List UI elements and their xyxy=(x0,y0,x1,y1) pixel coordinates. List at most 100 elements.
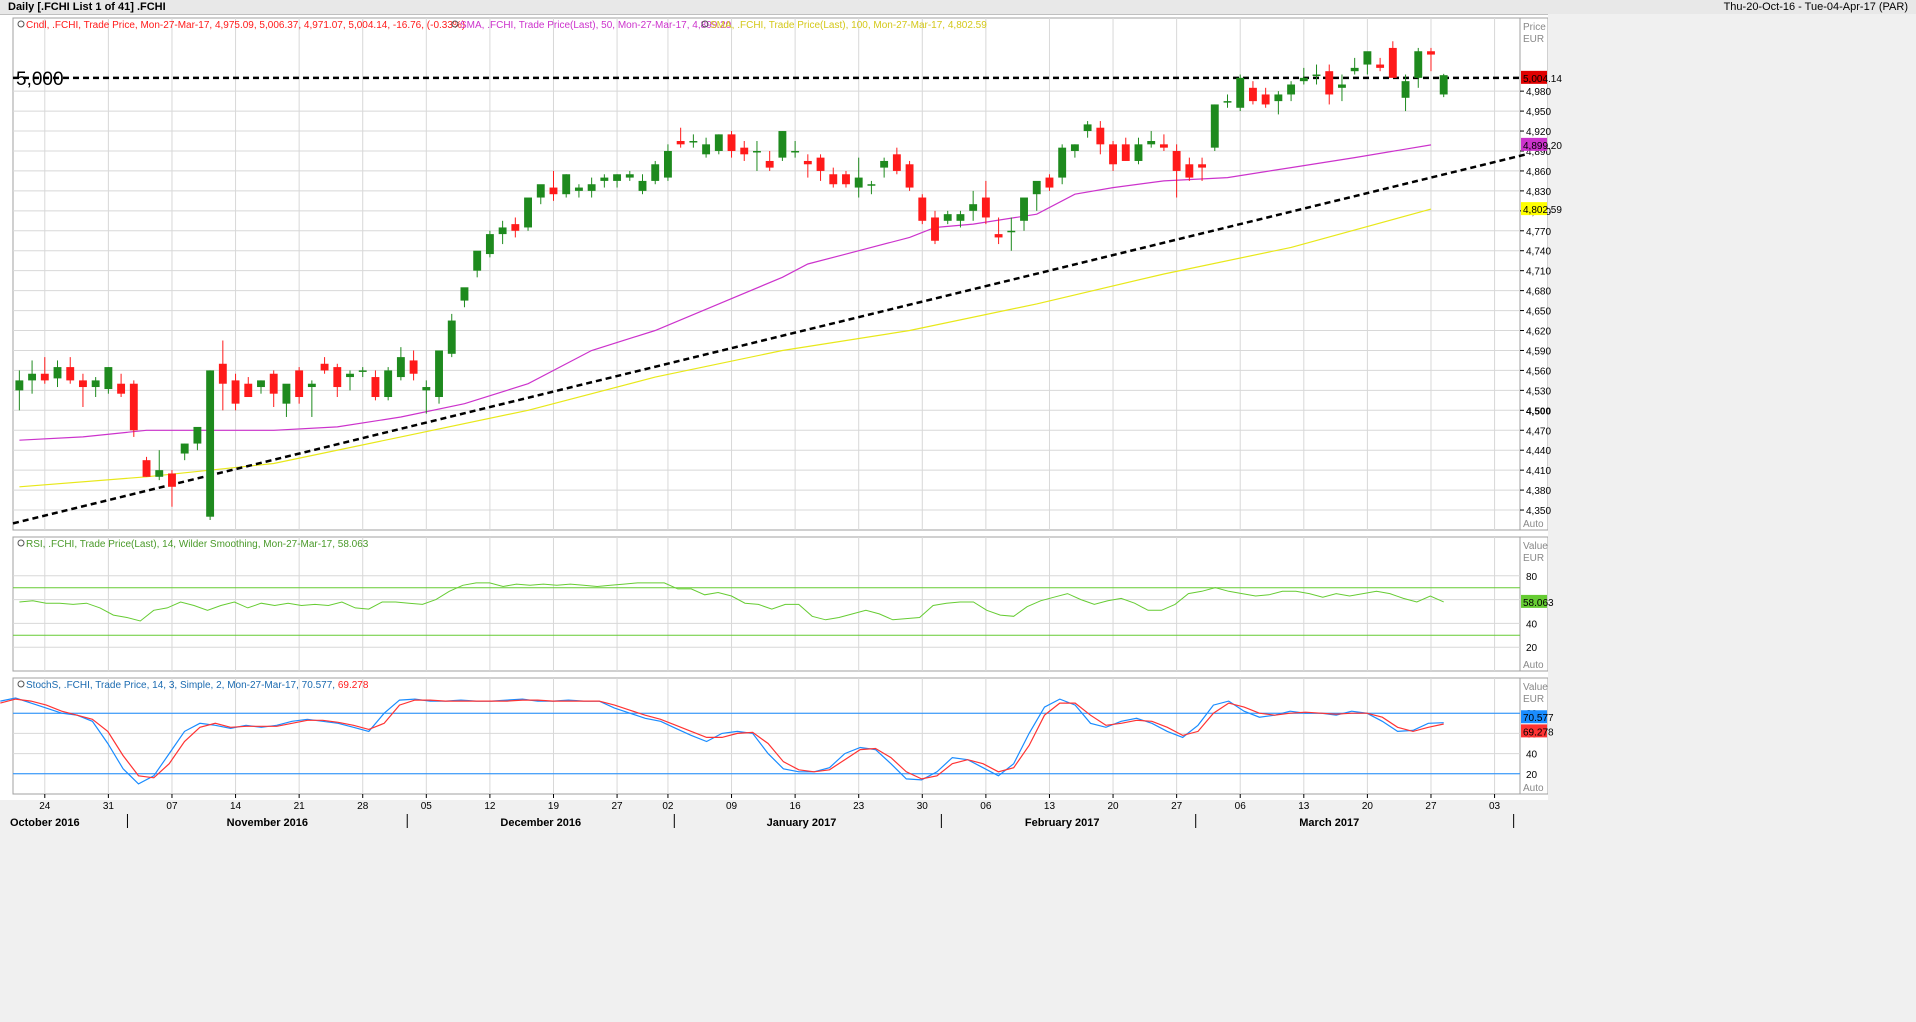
candle-body[interactable] xyxy=(994,234,1003,238)
candle-body[interactable] xyxy=(714,134,723,151)
candle-body[interactable] xyxy=(956,214,965,221)
candle-body[interactable] xyxy=(307,383,316,388)
candle-body[interactable] xyxy=(651,164,660,181)
candle-body[interactable] xyxy=(613,174,622,181)
candle-body[interactable] xyxy=(676,141,685,145)
candle-body[interactable] xyxy=(1350,67,1359,72)
candle-body[interactable] xyxy=(663,150,672,178)
candle-body[interactable] xyxy=(727,134,736,151)
candle-body[interactable] xyxy=(740,147,749,155)
candle-body[interactable] xyxy=(867,184,876,186)
candle-body[interactable] xyxy=(15,380,24,391)
candle-body[interactable] xyxy=(1439,75,1448,95)
candle-body[interactable] xyxy=(28,373,37,381)
candle-body[interactable] xyxy=(625,174,634,178)
candle-body[interactable] xyxy=(129,383,138,431)
candle-body[interactable] xyxy=(1299,77,1308,82)
candle-body[interactable] xyxy=(524,197,532,228)
candle-body[interactable] xyxy=(842,174,850,185)
candle-body[interactable] xyxy=(447,320,456,354)
candle-body[interactable] xyxy=(498,227,507,235)
candle-body[interactable] xyxy=(104,367,113,390)
candle-body[interactable] xyxy=(1007,230,1016,233)
candle-body[interactable] xyxy=(1045,177,1054,188)
candle-body[interactable] xyxy=(193,426,202,444)
candle-body[interactable] xyxy=(689,141,698,143)
candle-body[interactable] xyxy=(1058,147,1067,178)
candle-body[interactable] xyxy=(803,160,812,165)
candle-body[interactable] xyxy=(1096,127,1105,145)
candle-body[interactable] xyxy=(892,154,901,171)
candle-body[interactable] xyxy=(53,367,62,379)
candle-body[interactable] xyxy=(1121,144,1130,161)
candle-body[interactable] xyxy=(422,387,431,391)
candle-body[interactable] xyxy=(778,131,787,158)
candle-body[interactable] xyxy=(702,144,711,155)
candle-body[interactable] xyxy=(918,197,927,221)
candle-body[interactable] xyxy=(1159,144,1168,148)
candle-body[interactable] xyxy=(536,184,545,198)
candle-body[interactable] xyxy=(1032,180,1041,195)
candle-body[interactable] xyxy=(485,234,494,255)
candle-body[interactable] xyxy=(66,367,75,381)
candle-body[interactable] xyxy=(409,360,418,374)
candle-body[interactable] xyxy=(1274,94,1283,102)
candle-body[interactable] xyxy=(1134,144,1143,161)
candle-body[interactable] xyxy=(1172,150,1181,171)
candle-body[interactable] xyxy=(1401,81,1410,98)
candle-body[interactable] xyxy=(1414,51,1423,78)
candle-body[interactable] xyxy=(562,174,571,195)
candle-body[interactable] xyxy=(358,370,367,372)
candle-body[interactable] xyxy=(295,370,304,398)
candle-body[interactable] xyxy=(1070,144,1079,151)
candle-body[interactable] xyxy=(943,214,952,221)
candle-body[interactable] xyxy=(765,160,774,168)
candle-body[interactable] xyxy=(638,180,647,191)
candle-body[interactable] xyxy=(1287,84,1296,95)
candle-body[interactable] xyxy=(320,363,329,371)
candle-body[interactable] xyxy=(396,357,405,378)
candle-body[interactable] xyxy=(1020,197,1028,221)
candle-body[interactable] xyxy=(1388,47,1397,78)
candle-body[interactable] xyxy=(473,250,482,271)
candle-body[interactable] xyxy=(1147,141,1156,145)
candle-body[interactable] xyxy=(1198,164,1207,168)
candle-body[interactable] xyxy=(168,473,176,487)
candle-body[interactable] xyxy=(791,150,800,153)
candle-body[interactable] xyxy=(549,187,558,195)
candle-body[interactable] xyxy=(1185,164,1194,178)
candle-body[interactable] xyxy=(40,373,49,381)
candle-body[interactable] xyxy=(1083,124,1092,132)
candle-body[interactable] xyxy=(384,370,393,398)
candle-body[interactable] xyxy=(931,217,939,241)
candle-body[interactable] xyxy=(117,383,126,394)
candle-body[interactable] xyxy=(1248,87,1257,102)
candle-body[interactable] xyxy=(511,224,520,231)
candle-body[interactable] xyxy=(1109,144,1117,165)
candle-body[interactable] xyxy=(269,373,278,394)
candle-body[interactable] xyxy=(1312,74,1321,77)
candle-body[interactable] xyxy=(969,204,978,211)
candle-body[interactable] xyxy=(1338,84,1346,88)
candle-body[interactable] xyxy=(333,367,342,388)
candle-body[interactable] xyxy=(257,380,265,388)
candle-body[interactable] xyxy=(142,460,151,477)
candle-body[interactable] xyxy=(282,383,291,404)
candle-body[interactable] xyxy=(829,174,838,185)
candle-body[interactable] xyxy=(905,164,914,188)
candle-body[interactable] xyxy=(880,160,889,168)
candle-body[interactable] xyxy=(91,380,100,388)
candle-body[interactable] xyxy=(180,443,189,454)
candle-body[interactable] xyxy=(346,373,354,378)
candle-body[interactable] xyxy=(79,380,87,388)
candle-body[interactable] xyxy=(854,177,863,188)
candle-body[interactable] xyxy=(1223,101,1232,103)
candle-body[interactable] xyxy=(1363,51,1372,65)
candle-body[interactable] xyxy=(244,383,253,398)
candle-body[interactable] xyxy=(1376,64,1385,68)
candle-body[interactable] xyxy=(155,470,164,477)
candle-body[interactable] xyxy=(1427,51,1435,55)
candle-body[interactable] xyxy=(1261,94,1270,105)
candle-body[interactable] xyxy=(460,287,469,301)
